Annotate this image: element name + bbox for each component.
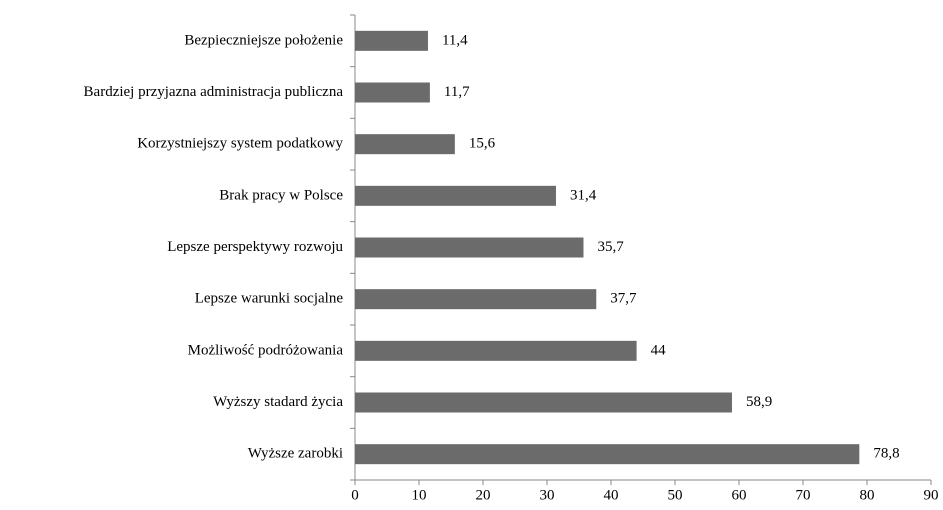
bar xyxy=(355,289,597,310)
x-tick-label: 40 xyxy=(604,487,619,503)
bar xyxy=(355,392,732,413)
x-tick-label: 80 xyxy=(860,487,875,503)
y-tick-label: Brak pracy w Polsce xyxy=(219,187,343,203)
value-label: 35,7 xyxy=(597,239,624,255)
x-tick-label: 20 xyxy=(476,487,491,503)
x-tick-label: 0 xyxy=(351,487,359,503)
value-label: 58,9 xyxy=(746,394,772,410)
y-tick-label: Wyższe zarobki xyxy=(248,446,343,462)
x-tick-label: 30 xyxy=(540,487,555,503)
y-tick-label: Możliwość podróżowania xyxy=(188,342,344,358)
bar xyxy=(355,82,430,103)
bar xyxy=(355,185,556,206)
x-tick-label: 50 xyxy=(668,487,683,503)
value-label: 11,7 xyxy=(444,84,470,100)
value-label: 11,4 xyxy=(442,32,468,48)
bar xyxy=(355,30,428,51)
value-label: 44 xyxy=(651,342,667,358)
x-tick-label: 70 xyxy=(796,487,811,503)
x-tick-label: 60 xyxy=(732,487,747,503)
bar xyxy=(355,237,584,258)
y-tick-label: Bardziej przyjazna administracja publicz… xyxy=(84,84,344,100)
x-tick-label: 10 xyxy=(412,487,427,503)
value-label: 78,8 xyxy=(873,446,899,462)
y-tick-label: Wyższy stadard życia xyxy=(213,394,343,410)
bar xyxy=(355,340,637,361)
bar xyxy=(355,444,860,465)
y-tick-label: Bezpieczniejsze położenie xyxy=(184,32,343,48)
value-label: 31,4 xyxy=(570,187,597,203)
y-tick-label: Lepsze perspektywy rozwoju xyxy=(167,239,343,255)
value-label: 37,7 xyxy=(610,291,637,307)
y-tick-label: Lepsze warunki socjalne xyxy=(195,291,344,307)
bar xyxy=(355,134,455,155)
value-label: 15,6 xyxy=(469,136,496,152)
x-tick-label: 90 xyxy=(924,487,939,503)
y-tick-label: Korzystniejszy system podatkowy xyxy=(137,136,343,152)
